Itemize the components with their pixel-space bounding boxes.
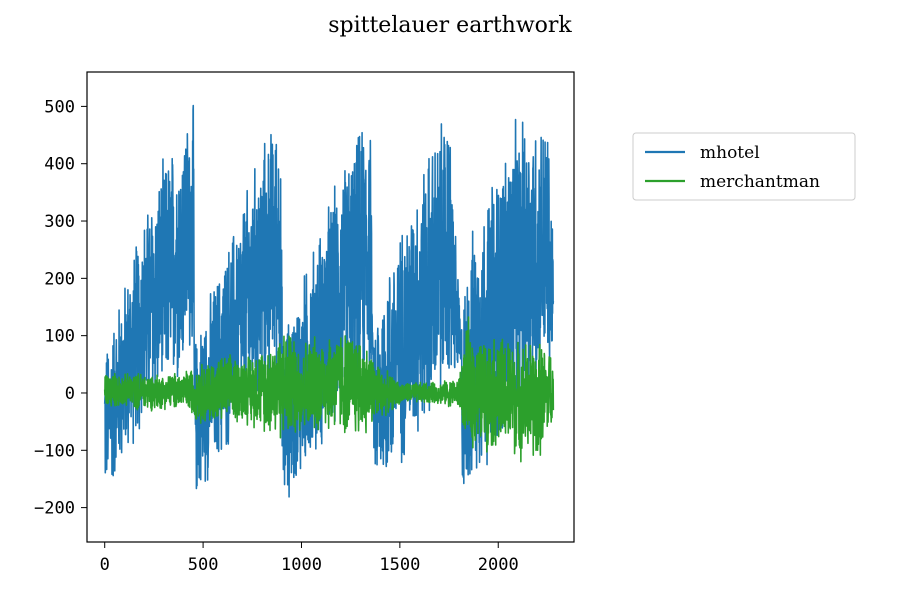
x-tick-label: 1500 — [379, 555, 420, 575]
y-tick-label: 300 — [44, 212, 75, 232]
x-tick-label: 2000 — [478, 555, 519, 575]
plot-frame — [86, 71, 575, 543]
x-tick-label: 1000 — [281, 555, 322, 575]
legend-label-merchantman: merchantman — [700, 172, 820, 192]
legend: mhotel merchantman — [632, 132, 856, 201]
y-tick-label: −100 — [34, 441, 75, 461]
y-tick-label: 100 — [44, 327, 75, 347]
chart-title: spittelauer earthwork — [328, 13, 572, 38]
x-tick-label: 500 — [188, 555, 219, 575]
y-tick-label: 0 — [65, 384, 75, 404]
legend-label-mhotel: mhotel — [700, 143, 760, 163]
series-layer — [103, 104, 555, 498]
x-axis: 0 500 1000 1500 2000 — [100, 542, 519, 575]
series-line-merchantman — [103, 316, 555, 463]
x-tick-label: 0 — [100, 555, 110, 575]
y-tick-label: 400 — [44, 155, 75, 175]
y-tick-label: 200 — [44, 269, 75, 289]
y-axis: −200 −100 0 100 200 300 400 500 — [34, 97, 87, 519]
legend-box — [632, 132, 856, 201]
y-tick-label: 500 — [44, 97, 75, 117]
y-tick-label: −200 — [34, 499, 75, 519]
